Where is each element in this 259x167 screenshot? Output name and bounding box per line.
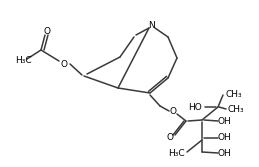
Text: HO: HO bbox=[188, 103, 202, 112]
Text: H₃C: H₃C bbox=[168, 148, 185, 157]
Text: OH: OH bbox=[218, 148, 232, 157]
Text: O: O bbox=[169, 108, 176, 117]
Text: H₃C: H₃C bbox=[15, 55, 32, 64]
Text: N: N bbox=[149, 21, 155, 30]
Text: OH: OH bbox=[218, 133, 232, 142]
Text: CH₃: CH₃ bbox=[226, 90, 243, 99]
Text: O: O bbox=[167, 133, 174, 142]
Text: O: O bbox=[44, 27, 51, 36]
Text: OH: OH bbox=[218, 117, 232, 125]
Text: O: O bbox=[61, 59, 68, 68]
Text: CH₃: CH₃ bbox=[228, 105, 244, 114]
